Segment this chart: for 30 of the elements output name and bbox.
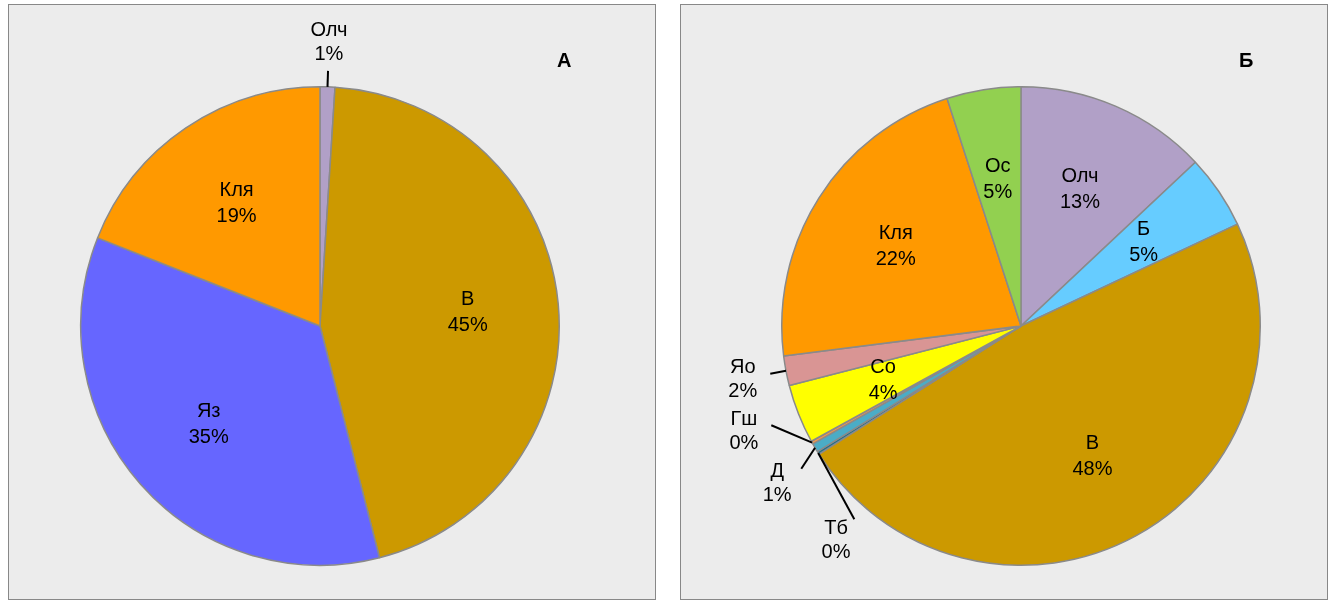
slice-label: В (1085, 430, 1100, 453)
data-label: 35% (188, 424, 229, 447)
data-label: 1% (314, 42, 344, 65)
data-label: 5% (983, 180, 1013, 203)
data-label: 19% (216, 203, 257, 226)
slice-label: Олч (310, 18, 348, 41)
data-label: 2% (728, 378, 758, 401)
slice-label: Яз (196, 398, 221, 421)
data-label: 5% (1129, 243, 1159, 266)
data-label: 45% (447, 312, 488, 335)
slice-label: Кля (878, 221, 913, 244)
slice-label: Тб (824, 516, 848, 539)
slice-label: Гш (730, 406, 758, 429)
data-label: 0% (821, 540, 851, 563)
slice-label: В (461, 286, 475, 309)
slice-label: Яо (729, 354, 756, 377)
text: А (557, 49, 572, 72)
chart-title: Б (1239, 49, 1254, 72)
slice-label: Олч (1061, 164, 1099, 187)
slice-label: Кля (219, 177, 254, 200)
data-label: 22% (875, 247, 916, 270)
data-label: 48% (1072, 456, 1113, 479)
data-label: 4% (868, 381, 898, 404)
data-label: 1% (762, 482, 792, 505)
slice-label: Б (1137, 217, 1151, 240)
data-label: 0% (729, 430, 759, 453)
slice-label: Ос (985, 154, 1011, 177)
slice-label: Д (770, 458, 785, 481)
data-label: 13% (1059, 190, 1101, 213)
slice-label: Со (870, 355, 896, 378)
